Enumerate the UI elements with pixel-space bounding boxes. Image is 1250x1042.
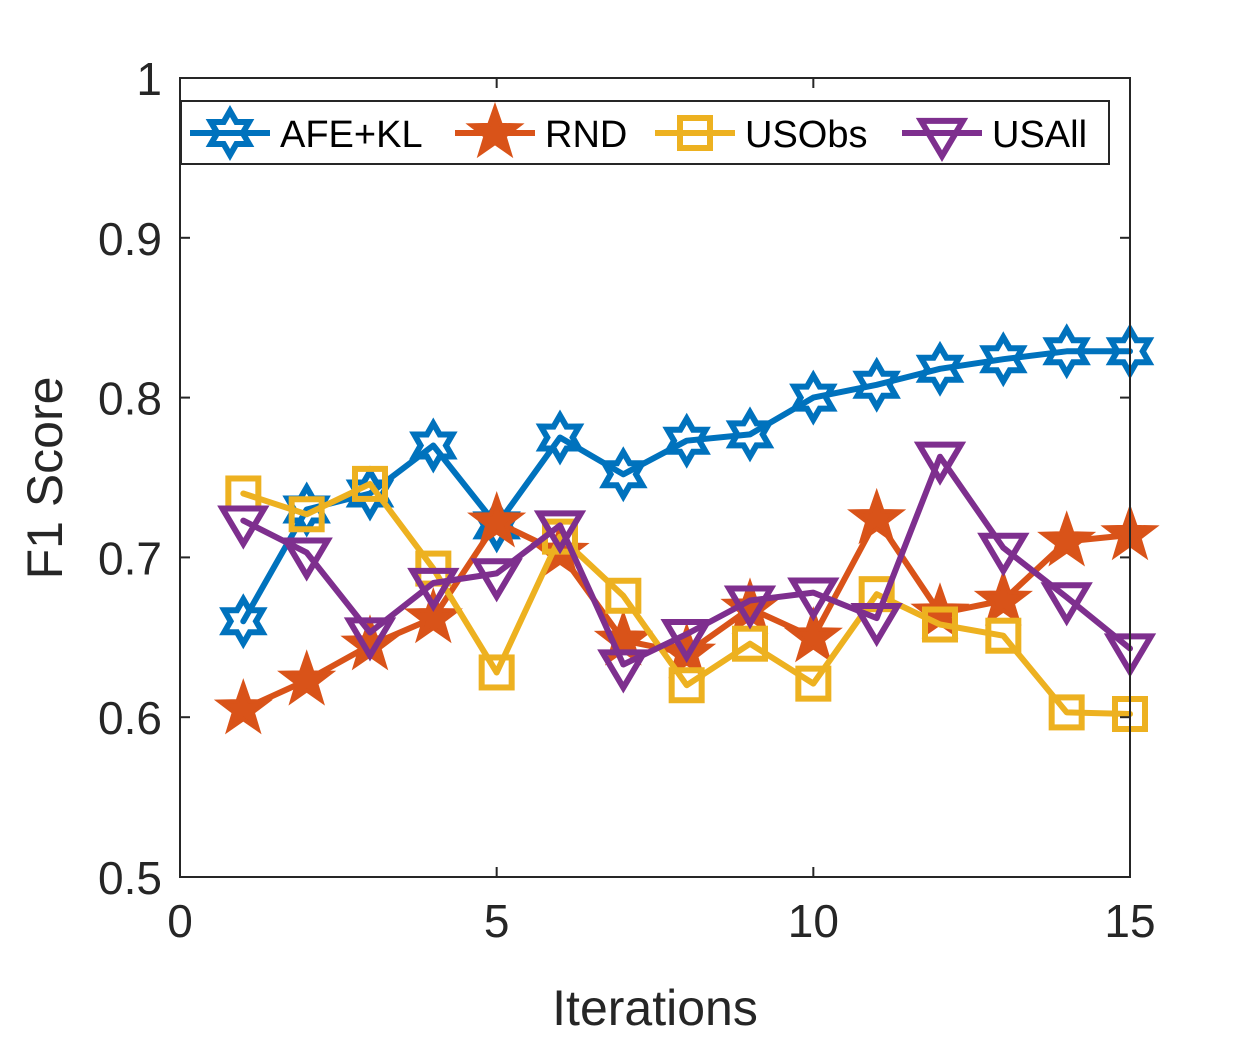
legend-label: USAll [992, 114, 1087, 156]
data-point [973, 569, 1033, 626]
y-tick-label: 0.7 [98, 532, 162, 584]
plot-background [180, 78, 1130, 877]
legend-label: AFE+KL [280, 114, 423, 156]
data-point [668, 667, 705, 704]
x-tick-label: 5 [484, 895, 510, 947]
data-point [985, 617, 1022, 654]
data-point [409, 417, 458, 474]
legend-item-afe-kl: AFE+KL [190, 104, 423, 162]
data-point [280, 537, 333, 582]
data-point [977, 532, 1030, 577]
data-point [725, 406, 775, 463]
data-point [478, 654, 515, 691]
x-tick-label: 15 [1104, 895, 1155, 947]
data-point [213, 678, 273, 735]
data-point [217, 505, 270, 550]
legend-marker [677, 115, 713, 151]
data-point [470, 558, 523, 603]
axes-box [179, 77, 1131, 878]
data-point [922, 606, 958, 643]
data-point [345, 465, 395, 522]
legend-item-usall: USAll [902, 114, 1087, 162]
series-line [240, 480, 1133, 717]
data-point [467, 491, 527, 548]
data-point [1040, 582, 1093, 627]
data-point [795, 665, 832, 702]
series-line [240, 453, 1133, 668]
data-point [605, 577, 642, 614]
data-point [852, 356, 901, 413]
y-tick-label: 1 [136, 53, 162, 105]
legend-label: USObs [745, 114, 867, 156]
data-point [850, 603, 903, 648]
data-point [662, 412, 711, 469]
data-point [915, 340, 965, 397]
data-point [407, 567, 460, 612]
legend-item-rnd: RND [455, 101, 627, 159]
y-tick-label: 0.9 [98, 213, 162, 265]
y-axis-label: F1 Score [17, 377, 73, 580]
legend-marker [465, 101, 525, 159]
data-point [979, 331, 1028, 388]
data-point [723, 585, 777, 630]
data-point [789, 369, 838, 426]
plot-area [180, 78, 1130, 877]
legend-item-usobs: USObs [655, 114, 867, 156]
data-point [1048, 694, 1085, 731]
legend-marker [915, 117, 969, 162]
data-point [219, 593, 268, 650]
y-tick-label: 0.8 [98, 373, 162, 425]
data-point [277, 649, 337, 706]
data-point [1037, 510, 1097, 567]
data-point [288, 496, 325, 533]
data-point [858, 576, 895, 613]
x-axis-label: Iterations [552, 980, 758, 1036]
x-tick-label: 10 [788, 895, 839, 947]
series-line [240, 348, 1133, 625]
data-point [535, 409, 585, 466]
legend-marker [205, 104, 255, 162]
y-tick-label: 0.6 [98, 692, 162, 744]
data-point [1042, 323, 1091, 380]
series-layer [213, 323, 1160, 735]
data-point [787, 577, 840, 622]
data-point [597, 649, 650, 694]
legend-label: RND [545, 114, 627, 156]
data-point [533, 510, 587, 555]
data-point [913, 441, 967, 486]
data-point [783, 606, 843, 663]
legend: AFE+KL RND USObs USAll [180, 100, 1110, 165]
x-tick-label: 0 [167, 895, 193, 947]
data-point [343, 617, 397, 662]
axes: 0 5 10 15 0.5 0.6 0.7 0.8 0.9 1 [98, 53, 1156, 947]
data-point [599, 446, 648, 503]
data-point [403, 586, 463, 644]
data-point [847, 487, 907, 545]
series-usall [217, 441, 1157, 694]
data-point [352, 465, 388, 502]
y-tick-label: 0.5 [98, 852, 162, 904]
data-point [660, 619, 713, 664]
